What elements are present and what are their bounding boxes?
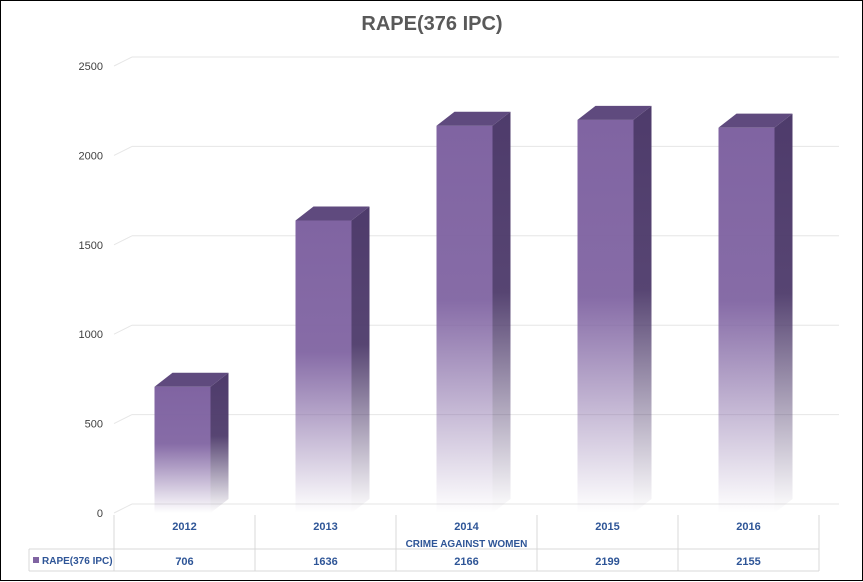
bar-front: [154, 386, 211, 513]
y-tick-label: 1000: [79, 329, 103, 341]
bar-top: [577, 105, 652, 120]
bar: [718, 113, 793, 513]
y-tick-label: 1500: [79, 240, 103, 252]
bar-front: [295, 220, 352, 513]
category-label: 2016: [736, 521, 760, 533]
category-label: 2013: [313, 521, 337, 533]
bar: [295, 206, 370, 513]
bar-front: [436, 125, 493, 513]
y-tick-label: 0: [97, 508, 103, 520]
gridline-slant: [113, 324, 133, 335]
table-value: 2199: [595, 556, 619, 568]
table-value: 1636: [313, 556, 337, 568]
gridline-slant: [113, 414, 133, 425]
y-tick-label: 2000: [79, 150, 103, 162]
category-label: 2012: [172, 521, 196, 533]
bar: [436, 111, 511, 513]
y-tick-label: 2500: [79, 61, 103, 73]
bar-top: [154, 372, 229, 387]
category-label: 2014: [454, 521, 479, 533]
table-value: 2166: [454, 556, 478, 568]
legend-swatch: [33, 557, 39, 563]
table-value: 2155: [736, 556, 760, 568]
bar: [154, 372, 229, 513]
bar-side: [633, 105, 652, 514]
x-axis-title: CRIME AGAINST WOMEN: [406, 539, 528, 550]
bar-top: [718, 113, 793, 128]
gridline-slant: [113, 235, 133, 246]
bar-side: [492, 111, 511, 513]
bar-front: [577, 119, 634, 514]
category-label: 2015: [595, 521, 619, 533]
bar-side: [774, 113, 793, 513]
gridline-slant: [113, 145, 133, 156]
bar-top: [436, 111, 511, 126]
bar-side: [210, 372, 229, 513]
gridline-slant: [113, 56, 133, 67]
chart-title: RAPE(376 IPC): [361, 13, 502, 35]
bar-front: [718, 127, 775, 513]
legend-label: RAPE(376 IPC): [42, 556, 113, 567]
bar-side: [351, 206, 370, 513]
gridline-slant: [113, 503, 133, 514]
y-tick-label: 500: [85, 419, 103, 431]
table-value: 706: [175, 556, 193, 568]
bar: [577, 105, 652, 514]
bar-top: [295, 206, 370, 221]
